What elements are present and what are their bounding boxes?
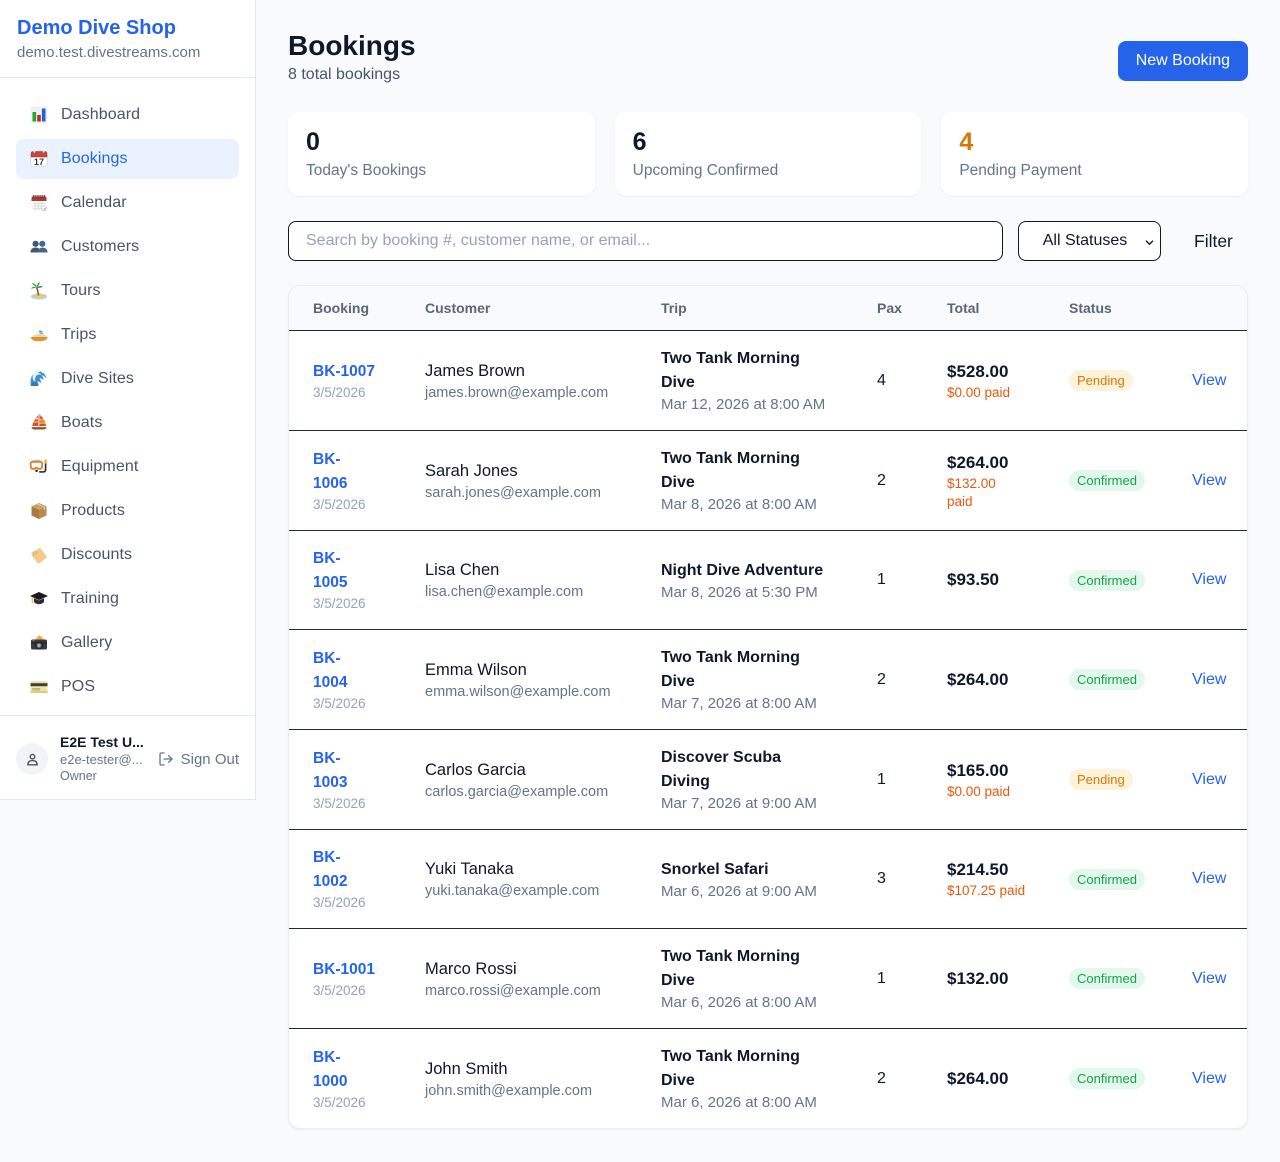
svg-text:17: 17 <box>34 157 44 167</box>
